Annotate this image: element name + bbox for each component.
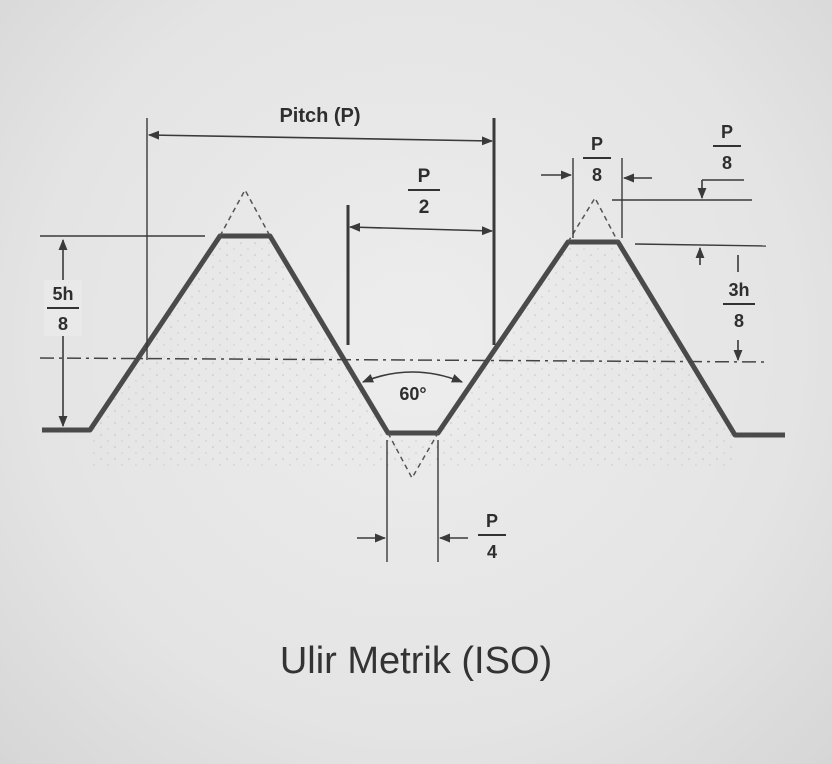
thread-material-shading bbox=[90, 236, 735, 470]
half-pitch-denominator: 2 bbox=[419, 197, 430, 218]
pitch-line bbox=[39, 357, 769, 363]
crest-width-numerator: P bbox=[591, 134, 603, 154]
diagram-caption: Ulir Metrik (ISO) bbox=[279, 640, 553, 682]
theoretical-peak-left bbox=[219, 188, 271, 237]
clearance-numerator: P bbox=[721, 122, 733, 142]
right-height-denominator: 8 bbox=[734, 311, 744, 331]
half-pitch-numerator: P bbox=[418, 166, 431, 187]
root-width-denominator: 4 bbox=[487, 542, 497, 562]
pitch-dim-line bbox=[147, 130, 494, 146]
crest-width-denominator: 8 bbox=[592, 165, 602, 185]
clearance-denominator: 8 bbox=[722, 153, 732, 173]
left-height-numerator: 5h bbox=[52, 284, 73, 304]
angle-label: 60° bbox=[399, 384, 426, 404]
theoretical-valley bbox=[387, 432, 439, 480]
thread-profile bbox=[42, 233, 785, 438]
theoretical-peak-right bbox=[567, 196, 619, 243]
right-height-ext-top bbox=[634, 243, 767, 247]
half-pitch-dim-line bbox=[348, 222, 494, 236]
angle-arc bbox=[361, 371, 464, 383]
pitch-label: Pitch (P) bbox=[279, 105, 360, 127]
root-width-numerator: P bbox=[486, 511, 498, 531]
left-height-denominator: 8 bbox=[58, 314, 68, 334]
right-height-numerator: 3h bbox=[728, 280, 749, 300]
